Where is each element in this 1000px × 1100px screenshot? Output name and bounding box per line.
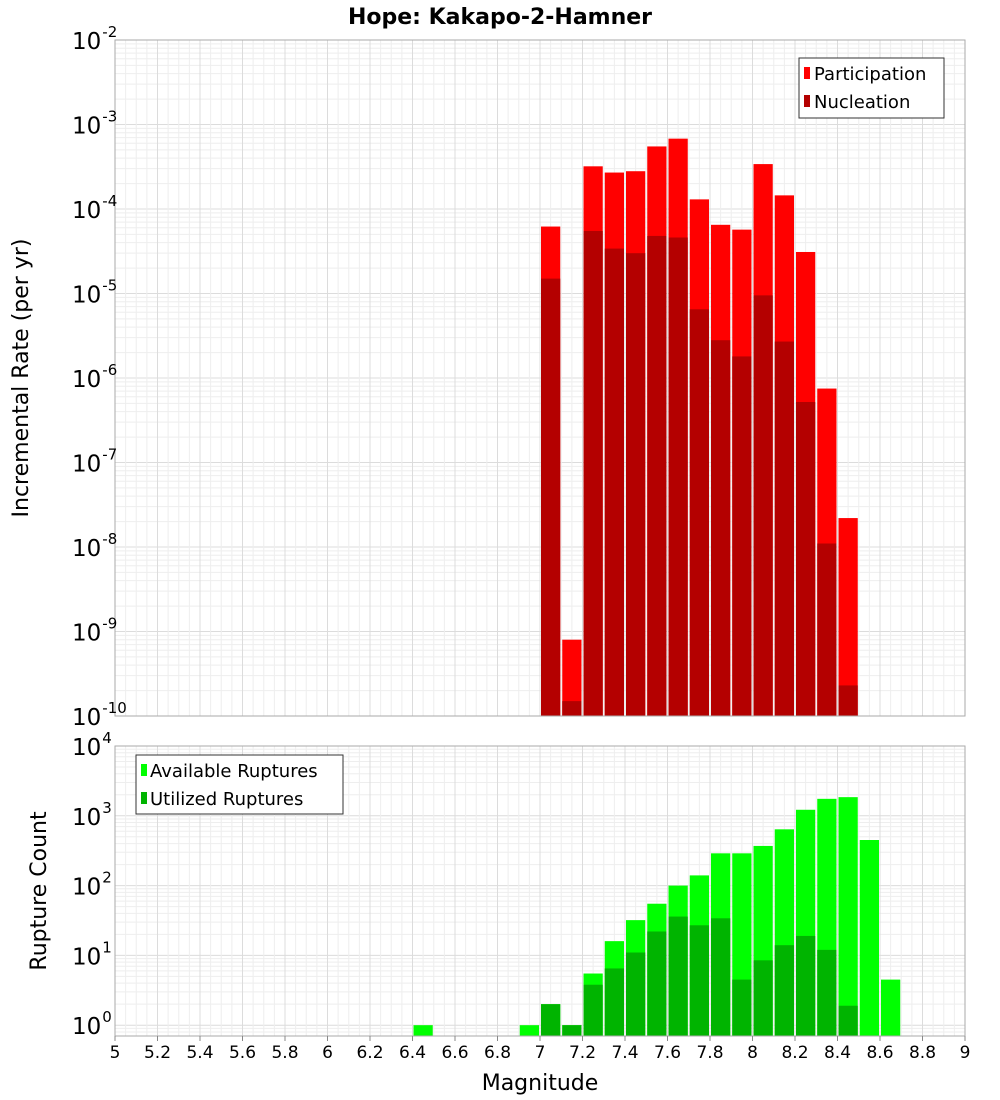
bar-available-ruptures (881, 979, 901, 1036)
x-tick-label: 8.6 (866, 1043, 893, 1063)
x-tick-label: 7.6 (654, 1043, 681, 1063)
bar-utilized-ruptures (774, 945, 794, 1036)
bar-utilized-ruptures (796, 935, 816, 1036)
bottom-legend: Available Ruptures Utilized Ruptures (135, 754, 344, 815)
top-legend-box (798, 57, 945, 119)
bar-nucleation (668, 237, 688, 717)
legend-swatch-utilized (141, 792, 147, 804)
bar-utilized-ruptures (817, 949, 837, 1036)
x-tick-label: 8.4 (824, 1043, 851, 1063)
x-tick-label: 6.4 (399, 1043, 426, 1063)
bottom-bars (413, 797, 901, 1036)
top-y-axis-title: Incremental Rate (per yr) (9, 239, 34, 518)
bar-nucleation (838, 685, 858, 716)
top-panel: 10-10 10-9 10-8 10-7 10-6 10-5 10-4 10-3 10-2 In… (9, 23, 966, 731)
bar-participation (838, 518, 858, 716)
y-tick-label: 10-5 (72, 277, 117, 309)
bar-nucleation (732, 356, 752, 716)
bar-utilized-ruptures (562, 1025, 582, 1036)
legend-swatch-nucleation (804, 95, 810, 107)
x-ticks: 5 5.2 5.4 5.6 5.8 6 6.2 6.4 6.6 6.8 7 7.2 7.4 7.6 7.8 8… (110, 1036, 971, 1063)
y-tick-label: 10-8 (72, 530, 117, 562)
legend-swatch-available (141, 764, 147, 776)
legend-label-available: Available Ruptures (150, 761, 318, 782)
bar-nucleation (796, 401, 816, 716)
x-tick-label: 8.2 (781, 1043, 808, 1063)
y-tick-label: 10-4 (72, 192, 117, 224)
bottom-y-axis-title: Rupture Count (27, 811, 52, 971)
chart-title: Hope: Kakapo-2-Hamner (348, 5, 652, 30)
bar-utilized-ruptures (668, 916, 688, 1036)
x-tick-label: 7.4 (611, 1043, 638, 1063)
bar-utilized-ruptures (711, 918, 731, 1036)
top-bars (541, 138, 858, 717)
bar-utilized-ruptures (604, 968, 624, 1036)
bar-utilized-ruptures (626, 952, 646, 1036)
x-tick-label: 7.8 (696, 1043, 723, 1063)
bar-nucleation (647, 235, 667, 716)
x-axis-title: Magnitude (482, 1071, 599, 1096)
bar-nucleation (541, 278, 561, 716)
legend-label-participation: Participation (814, 64, 926, 85)
x-tick-label: 6.8 (484, 1043, 511, 1063)
bar-nucleation (583, 230, 603, 717)
legend-label-utilized: Utilized Ruptures (150, 789, 303, 810)
bottom-panel: 100 101 102 103 104 5 5.2 5.4 5.6 5.8 6 6.2 6.4 6.6 6… (27, 729, 970, 1096)
bar-utilized-ruptures (541, 1004, 561, 1036)
bar-nucleation (562, 701, 582, 716)
bar-utilized-ruptures (583, 984, 603, 1036)
y-tick-label: 10-6 (72, 361, 117, 393)
y-tick-label: 10-2 (72, 23, 117, 55)
bar-nucleation (774, 341, 794, 716)
bar-available-ruptures (519, 1025, 539, 1036)
top-legend: Participation Nucleation (798, 57, 945, 119)
bar-available-ruptures (859, 840, 879, 1036)
top-y-ticks: 10-10 10-9 10-8 10-7 10-6 10-5 10-4 10-3 10-2 (72, 23, 127, 731)
legend-label-nucleation: Nucleation (814, 92, 910, 113)
x-tick-label: 5.2 (144, 1043, 171, 1063)
bar-utilized-ruptures (647, 931, 667, 1036)
x-tick-label: 8 (747, 1043, 758, 1063)
bar-participation (562, 639, 582, 716)
y-tick-label: 103 (72, 799, 112, 831)
x-tick-label: 8.8 (909, 1043, 936, 1063)
top-plot-border (114, 39, 966, 717)
y-tick-label: 104 (72, 729, 112, 761)
x-tick-label: 5.6 (229, 1043, 256, 1063)
x-tick-label: 5.4 (186, 1043, 213, 1063)
bottom-legend-box (135, 754, 344, 815)
bar-utilized-ruptures (753, 960, 773, 1036)
x-tick-label: 9 (960, 1043, 971, 1063)
y-tick-label: 10-3 (72, 108, 117, 140)
x-tick-label: 6 (322, 1043, 333, 1063)
y-tick-label: 102 (72, 869, 112, 901)
x-tick-label: 5 (110, 1043, 121, 1063)
bar-utilized-ruptures (689, 925, 709, 1036)
bar-available-ruptures (838, 797, 858, 1036)
bar-available-ruptures (413, 1025, 433, 1036)
bar-utilized-ruptures (838, 1005, 858, 1036)
bar-utilized-ruptures (732, 979, 752, 1036)
legend-swatch-participation (804, 67, 810, 79)
y-tick-label: 10-10 (72, 699, 127, 731)
bar-nucleation (626, 253, 646, 716)
bar-nucleation (689, 309, 709, 716)
bar-nucleation (817, 543, 837, 716)
x-tick-label: 6.6 (441, 1043, 468, 1063)
bar-nucleation (753, 295, 773, 716)
bar-nucleation (711, 340, 731, 716)
x-tick-label: 6.2 (356, 1043, 383, 1063)
top-grid (114, 39, 966, 717)
bottom-y-ticks: 100 101 102 103 104 (72, 729, 112, 1040)
x-tick-label: 7 (535, 1043, 546, 1063)
y-tick-label: 10-7 (72, 446, 117, 478)
y-tick-label: 101 (72, 938, 112, 970)
y-tick-label: 100 (72, 1008, 112, 1040)
x-tick-label: 7.2 (569, 1043, 596, 1063)
y-tick-label: 10-9 (72, 615, 117, 647)
x-tick-label: 5.8 (271, 1043, 298, 1063)
bar-nucleation (604, 248, 624, 716)
